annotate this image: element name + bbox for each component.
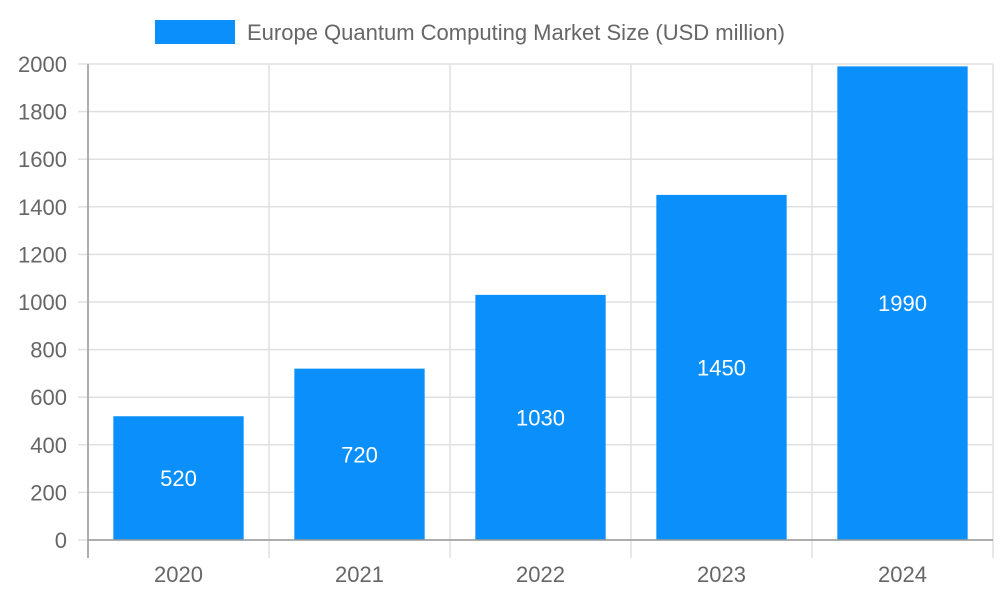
y-tick-label: 400: [30, 433, 67, 458]
bar-data-labels: 520 720 1030 1450 1990: [160, 291, 927, 491]
axes: [87, 64, 993, 558]
bars: [113, 66, 968, 540]
y-tick-label: 200: [30, 480, 67, 505]
y-tick-label: 1000: [18, 290, 67, 315]
x-tick-label: 2021: [335, 562, 384, 587]
bar-value-label: 520: [160, 466, 197, 491]
y-tick-label: 1800: [18, 100, 67, 125]
y-tick-label: 1600: [18, 147, 67, 172]
x-axis-tick-labels: 2020 2021 2022 2023 2024: [154, 562, 927, 587]
y-tick-label: 2000: [18, 52, 67, 77]
x-tick-label: 2020: [154, 562, 203, 587]
legend-label: Europe Quantum Computing Market Size (US…: [247, 20, 785, 45]
bar-2021: [294, 368, 425, 540]
bar-2020: [113, 416, 244, 540]
y-tick-label: 0: [55, 528, 67, 553]
x-tick-label: 2022: [516, 562, 565, 587]
bar-value-label: 1450: [697, 355, 746, 380]
y-tick-label: 600: [30, 385, 67, 410]
y-tick-label: 1200: [18, 242, 67, 267]
bar-value-label: 1030: [516, 405, 565, 430]
y-tick-label: 800: [30, 338, 67, 363]
bar-value-label: 1990: [878, 291, 927, 316]
bar-2023: [656, 194, 787, 540]
x-tick-label: 2024: [878, 562, 927, 587]
y-tick-label: 1400: [18, 195, 67, 220]
x-tick-label: 2023: [697, 562, 746, 587]
bar-value-label: 720: [341, 442, 378, 467]
bar-2024: [837, 66, 968, 540]
legend-swatch: [155, 20, 235, 44]
bar-2022: [475, 294, 606, 540]
legend: Europe Quantum Computing Market Size (US…: [155, 20, 785, 45]
y-axis-tick-labels: 0 200 400 600 800 1000 1200 1400 1600 1800 2000: [18, 52, 67, 553]
